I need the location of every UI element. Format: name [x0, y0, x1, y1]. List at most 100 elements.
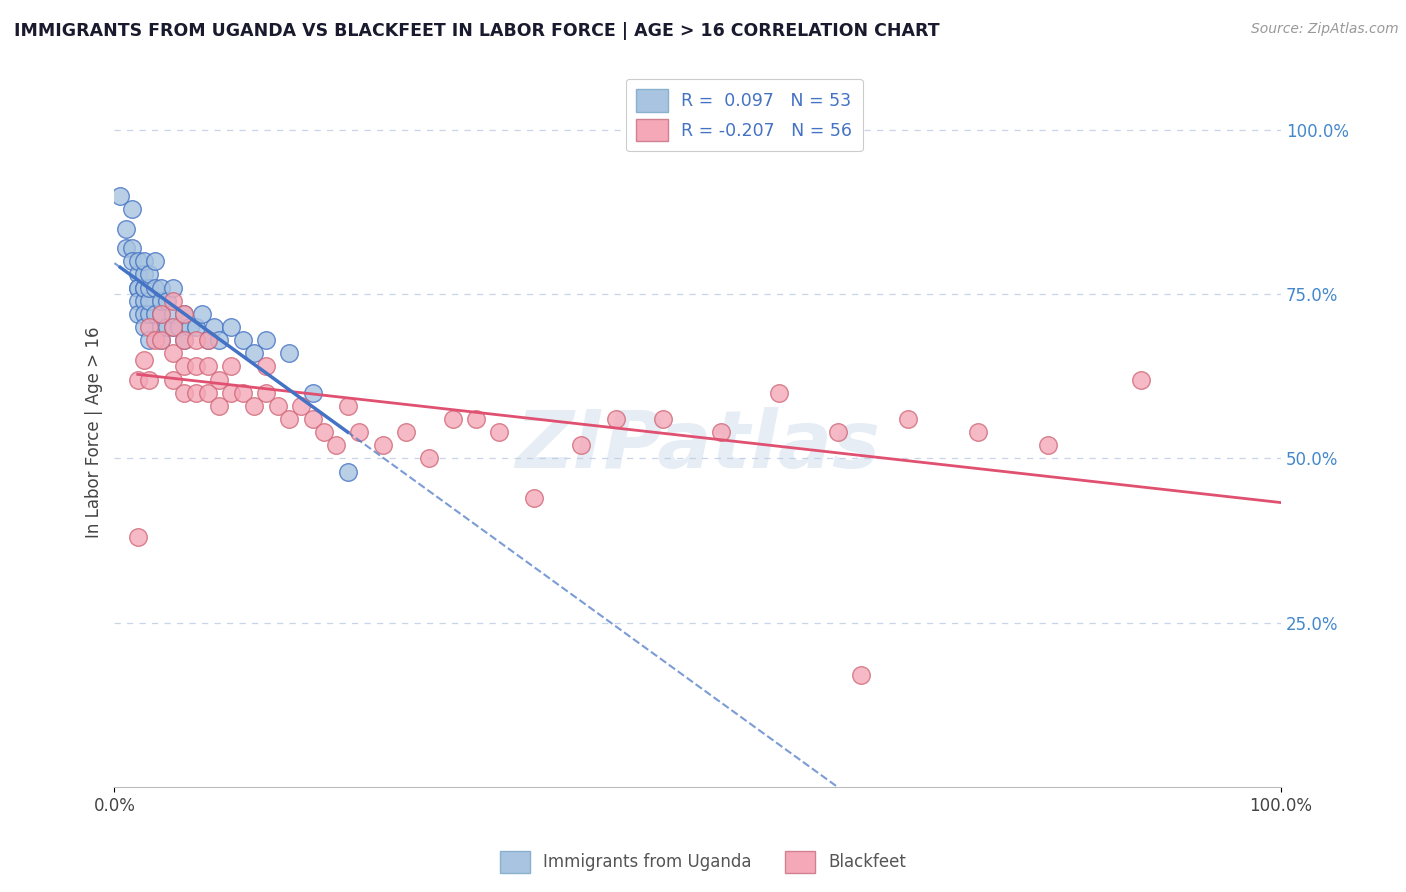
- Legend: R =  0.097   N = 53, R = -0.207   N = 56: R = 0.097 N = 53, R = -0.207 N = 56: [626, 79, 863, 152]
- Point: [143, 254, 166, 268]
- Point: [651, 412, 673, 426]
- Point: [162, 320, 184, 334]
- Point: [336, 465, 359, 479]
- Point: [162, 307, 184, 321]
- Point: [569, 438, 592, 452]
- Point: [173, 385, 195, 400]
- Point: [418, 451, 440, 466]
- Point: [897, 412, 920, 426]
- Point: [219, 385, 242, 400]
- Point: [138, 293, 160, 308]
- Point: [523, 491, 546, 505]
- Point: [127, 307, 149, 321]
- Point: [488, 425, 510, 439]
- Point: [314, 425, 336, 439]
- Point: [173, 333, 195, 347]
- Point: [127, 373, 149, 387]
- Point: [184, 385, 207, 400]
- Point: [162, 320, 184, 334]
- Point: [150, 333, 173, 347]
- Point: [138, 373, 160, 387]
- Point: [184, 320, 207, 334]
- Point: [143, 333, 166, 347]
- Point: [827, 425, 849, 439]
- Point: [167, 320, 190, 334]
- Point: [132, 320, 155, 334]
- Point: [605, 412, 627, 426]
- Point: [150, 307, 173, 321]
- Point: [132, 352, 155, 367]
- Text: ZIPatlas: ZIPatlas: [515, 408, 880, 485]
- Point: [197, 333, 219, 347]
- Point: [349, 425, 371, 439]
- Point: [115, 241, 138, 255]
- Y-axis label: In Labor Force | Age > 16: In Labor Force | Age > 16: [86, 326, 103, 538]
- Point: [208, 399, 231, 413]
- Point: [138, 333, 160, 347]
- Point: [243, 399, 266, 413]
- Point: [173, 307, 195, 321]
- Point: [162, 293, 184, 308]
- Point: [121, 241, 143, 255]
- Point: [184, 333, 207, 347]
- Point: [162, 280, 184, 294]
- Point: [150, 293, 173, 308]
- Point: [336, 399, 359, 413]
- Point: [138, 320, 160, 334]
- Point: [138, 307, 160, 321]
- Point: [254, 385, 277, 400]
- Legend: Immigrants from Uganda, Blackfeet: Immigrants from Uganda, Blackfeet: [494, 845, 912, 880]
- Point: [138, 280, 160, 294]
- Point: [150, 280, 173, 294]
- Point: [232, 333, 254, 347]
- Point: [173, 359, 195, 374]
- Point: [267, 399, 290, 413]
- Point: [143, 307, 166, 321]
- Point: [232, 385, 254, 400]
- Point: [132, 293, 155, 308]
- Point: [208, 333, 231, 347]
- Point: [371, 438, 394, 452]
- Point: [115, 221, 138, 235]
- Point: [110, 188, 132, 202]
- Point: [138, 268, 160, 282]
- Point: [184, 359, 207, 374]
- Point: [132, 268, 155, 282]
- Point: [849, 668, 872, 682]
- Point: [202, 320, 225, 334]
- Point: [127, 280, 149, 294]
- Point: [150, 320, 173, 334]
- Point: [278, 346, 301, 360]
- Point: [127, 530, 149, 544]
- Point: [162, 346, 184, 360]
- Point: [301, 412, 323, 426]
- Point: [132, 280, 155, 294]
- Point: [173, 307, 195, 321]
- Text: Source: ZipAtlas.com: Source: ZipAtlas.com: [1251, 22, 1399, 37]
- Point: [127, 280, 149, 294]
- Point: [966, 425, 988, 439]
- Point: [254, 333, 277, 347]
- Point: [132, 254, 155, 268]
- Point: [156, 293, 179, 308]
- Point: [254, 359, 277, 374]
- Point: [191, 307, 214, 321]
- Point: [127, 293, 149, 308]
- Point: [121, 254, 143, 268]
- Point: [290, 399, 312, 413]
- Point: [710, 425, 733, 439]
- Point: [127, 254, 149, 268]
- Point: [768, 385, 790, 400]
- Point: [162, 373, 184, 387]
- Text: IMMIGRANTS FROM UGANDA VS BLACKFEET IN LABOR FORCE | AGE > 16 CORRELATION CHART: IMMIGRANTS FROM UGANDA VS BLACKFEET IN L…: [14, 22, 939, 40]
- Point: [219, 359, 242, 374]
- Point: [1130, 373, 1153, 387]
- Point: [301, 385, 323, 400]
- Point: [121, 202, 143, 216]
- Point: [132, 280, 155, 294]
- Point: [395, 425, 418, 439]
- Point: [197, 333, 219, 347]
- Point: [127, 268, 149, 282]
- Point: [150, 307, 173, 321]
- Point: [143, 280, 166, 294]
